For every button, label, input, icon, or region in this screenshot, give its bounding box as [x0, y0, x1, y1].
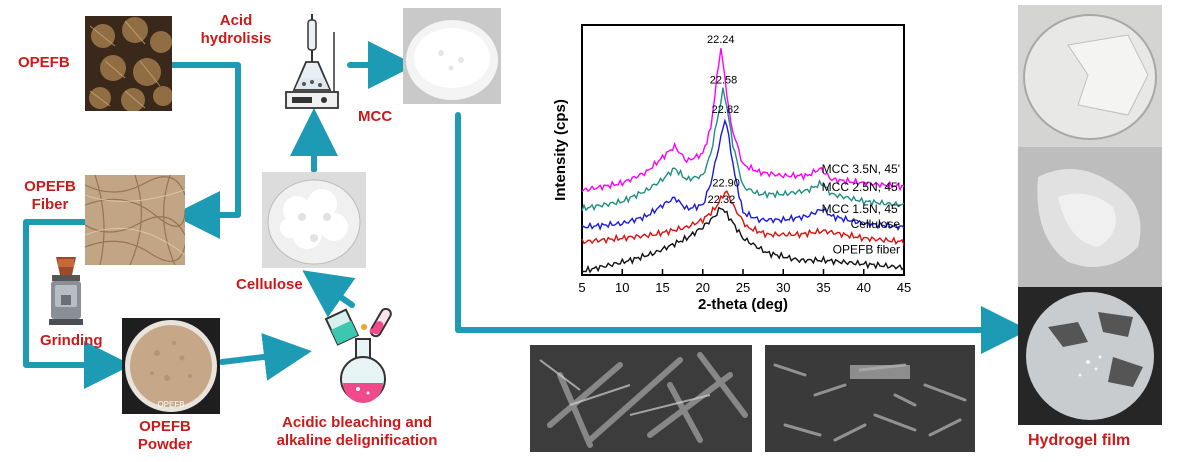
hydrolysis-apparatus-icon: [282, 12, 342, 112]
x-tick-label: 35: [816, 280, 830, 295]
opefb-fiber-label: OPEFB Fiber: [22, 178, 78, 214]
opefb-label: OPEFB: [18, 54, 70, 71]
bleaching-label: Acidic bleaching and alkaline delignific…: [262, 414, 452, 450]
series-line: [581, 190, 905, 246]
opefb-fiber-label-line2: Fiber: [31, 196, 69, 213]
peak-label: 22.58: [710, 75, 738, 87]
xrd-chart: 5 10 15 20 25 30 35 40 45 2-theta (deg) Intensity …: [545, 15, 920, 315]
x-tick-label: 45: [897, 280, 911, 295]
cellulose-photo: [262, 172, 366, 268]
series-line: [581, 206, 905, 274]
grinder-icon: [46, 255, 86, 327]
opefb-powder-label-line2: Powder: [137, 436, 193, 453]
cellulose-label: Cellulose: [236, 276, 303, 293]
arrow-powder-to-bleach: [219, 333, 312, 381]
hydrogel-film-label: Hydrogel film: [1028, 432, 1131, 449]
xrd-chart-svg: 5 10 15 20 25 30 35 40 45 2-theta (deg) Intensity …: [552, 24, 911, 313]
hydrogel-photo-1: [1018, 5, 1162, 147]
series-name-label: OPEFB fiber: [833, 243, 900, 257]
arrow-mcc-to-hydrogel: [455, 112, 1029, 354]
hydrogel-photo-2: [1018, 147, 1162, 287]
bleaching-label-line1: Acidic bleaching and: [281, 414, 433, 431]
dish-caption: OPEFB: [157, 400, 185, 409]
x-tick-label: 25: [736, 280, 750, 295]
opefb-fiber-label-line1: OPEFB: [24, 178, 76, 195]
acid-hydrolysis-label: Acid hydrolisis: [196, 12, 276, 48]
grinding-label: Grinding: [40, 332, 103, 349]
series-line: [581, 48, 905, 193]
opefb-fiber-photo: [85, 175, 185, 265]
x-tick-label: 40: [857, 280, 871, 295]
mcc-label: MCC: [358, 108, 393, 125]
x-axis-label: 2-theta (deg): [698, 296, 788, 313]
peak-label: 22.24: [707, 34, 735, 46]
mcc-photo: [403, 8, 501, 104]
series-name-label: MCC 2.5N, 45': [822, 180, 900, 194]
opefb-powder-label-line1: OPEFB: [139, 418, 191, 435]
series-name-label: Cellulose: [851, 217, 901, 231]
series-line: [581, 118, 905, 231]
arrow-bleach-to-cellulose: [302, 270, 356, 318]
arrow-fiber-to-powder: [23, 219, 132, 389]
arrow-opefb-to-fiber: [169, 62, 241, 239]
acid-hydrolysis-label-line2: hydrolisis: [200, 30, 272, 47]
series-name-label: MCC 3.5N, 45': [822, 162, 900, 176]
x-tick-label: 15: [655, 280, 669, 295]
acid-hydrolysis-label-line1: Acid: [219, 12, 253, 29]
peak-label: 22.82: [712, 104, 740, 116]
sem-image-1: [530, 345, 752, 452]
series-line: [581, 87, 905, 212]
x-tick-label: 30: [776, 280, 790, 295]
x-tick-label: 20: [696, 280, 710, 295]
peak-label: 22.90: [712, 177, 740, 189]
y-axis-label: Intensity (cps): [552, 99, 569, 201]
sem-image-2: [765, 345, 975, 452]
x-tick-label: 5: [578, 280, 585, 295]
opefb-photo: [85, 16, 172, 111]
peak-label: 22.32: [708, 194, 736, 206]
series-name-label: MCC 1.5N, 45': [822, 202, 900, 216]
bleaching-label-line2: alkaline delignification: [276, 432, 438, 449]
chemistry-flask-icon: [318, 305, 408, 405]
hydrogel-photo-3: [1018, 287, 1162, 425]
opefb-powder-photo: OPEFB: [122, 318, 220, 414]
x-tick-label: 10: [615, 280, 629, 295]
opefb-powder-label: OPEFB Powder: [130, 418, 200, 454]
